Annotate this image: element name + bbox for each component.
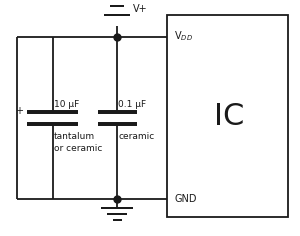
Text: +: + [16, 106, 23, 116]
Text: GND: GND [174, 194, 197, 204]
Text: V+: V+ [133, 4, 147, 14]
Text: V$_{DD}$: V$_{DD}$ [174, 30, 193, 43]
Text: ceramic: ceramic [118, 132, 155, 141]
Text: tantalum: tantalum [54, 132, 95, 141]
Text: 10 μF: 10 μF [54, 100, 79, 109]
Text: or ceramic: or ceramic [54, 144, 102, 153]
Text: IC: IC [214, 102, 245, 131]
Bar [167, 15, 288, 217]
Text: 0.1 μF: 0.1 μF [118, 100, 147, 109]
